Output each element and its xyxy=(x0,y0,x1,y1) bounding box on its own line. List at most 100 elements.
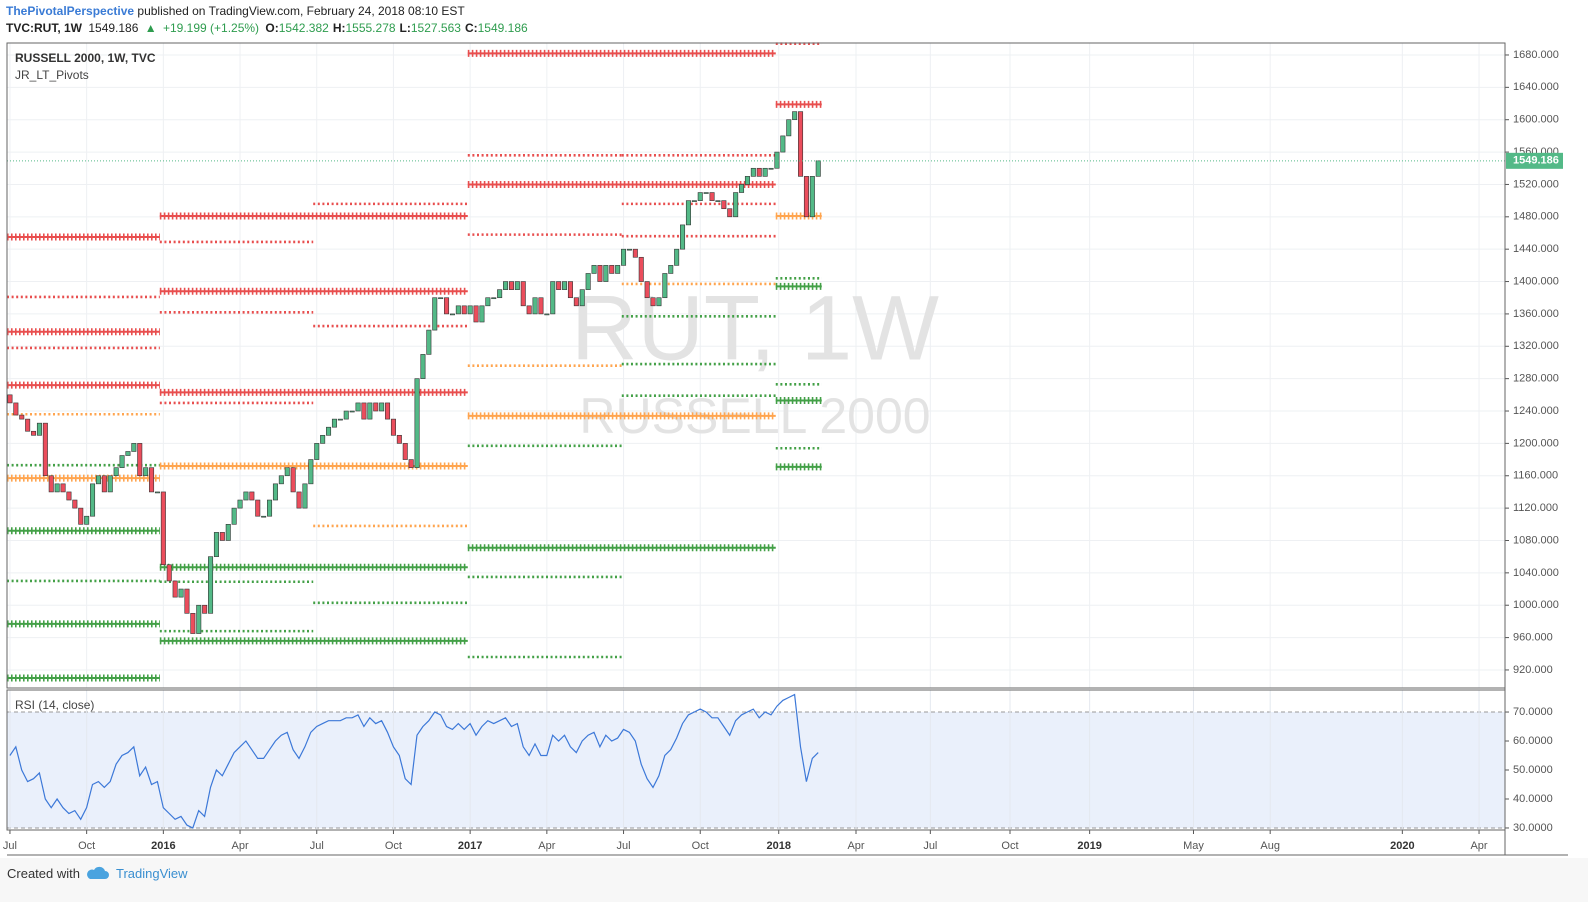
candle xyxy=(668,265,674,274)
candle xyxy=(272,483,278,501)
candle xyxy=(603,265,609,282)
y-tick-label: 1240.000 xyxy=(1513,405,1559,417)
candle xyxy=(727,208,733,218)
candle xyxy=(532,297,538,315)
candle xyxy=(219,532,225,541)
candle xyxy=(780,135,786,153)
candle xyxy=(774,151,780,169)
x-tick-label: Aug xyxy=(1260,840,1280,852)
candle xyxy=(638,256,644,282)
candle xyxy=(367,402,373,420)
candle xyxy=(556,281,562,290)
ohlc-value: 1549.186 xyxy=(477,21,528,35)
candle xyxy=(349,410,355,413)
y-tick-label: 1400.000 xyxy=(1513,275,1559,287)
y-tick-label: 1000.000 xyxy=(1513,599,1559,611)
y-tick-label: 60.0000 xyxy=(1513,735,1553,747)
y-tick-label: 1320.000 xyxy=(1513,340,1559,352)
candle xyxy=(107,475,113,493)
candle xyxy=(95,475,101,485)
header-line: ThePivotalPerspective published on Tradi… xyxy=(6,3,535,20)
candle xyxy=(231,507,237,525)
candle xyxy=(703,192,709,194)
watermark: RUT, 1W xyxy=(571,277,939,379)
candle xyxy=(721,200,727,210)
quote-line: TVC:RUT, 1W 1549.186 ▲ +19.199 (+1.25%) … xyxy=(6,20,535,37)
ohlc-label: L: xyxy=(399,21,411,35)
candle xyxy=(597,265,603,282)
y-tick-label: 1520.000 xyxy=(1513,178,1559,190)
candle xyxy=(396,434,402,444)
candle xyxy=(331,418,337,428)
y-tick-label: 920.000 xyxy=(1513,664,1553,676)
candle xyxy=(491,297,497,300)
candle xyxy=(385,402,391,420)
candle xyxy=(101,475,107,493)
candle xyxy=(438,297,444,300)
candle xyxy=(84,515,90,525)
candle xyxy=(390,418,396,436)
candle xyxy=(739,184,745,193)
x-tick-label: Jul xyxy=(310,840,324,852)
candle xyxy=(473,305,479,323)
candle xyxy=(744,176,750,185)
candle xyxy=(267,499,273,517)
ohlc-label: H: xyxy=(332,21,346,35)
candle xyxy=(526,305,532,315)
candle xyxy=(792,111,798,121)
candle xyxy=(196,604,202,634)
candle xyxy=(762,167,768,177)
logo[interactable] xyxy=(86,865,110,881)
last-price: 1549.186 xyxy=(88,21,139,35)
candle xyxy=(485,297,491,307)
candle xyxy=(208,556,214,614)
ohlc-label: C: xyxy=(464,21,478,35)
candle xyxy=(249,491,255,501)
y-tick-label: 70.0000 xyxy=(1513,706,1553,718)
brand[interactable]: TradingView xyxy=(116,866,188,881)
candle xyxy=(36,422,42,436)
candle xyxy=(184,588,190,614)
candle xyxy=(178,588,184,598)
candle xyxy=(615,265,621,274)
candle xyxy=(432,297,438,331)
candle xyxy=(656,297,662,307)
candle xyxy=(768,167,774,170)
candle xyxy=(426,329,432,355)
x-tick-label: Oct xyxy=(385,840,402,852)
candle xyxy=(508,281,514,290)
candle xyxy=(19,414,25,420)
candle xyxy=(308,459,314,485)
chart: Jul Oct 2016 Apr Jul Oct 2017 Apr Jul Oct 2018 Apr J… xyxy=(3,42,1568,856)
candle xyxy=(550,281,556,315)
x-tick-label: Apr xyxy=(231,840,248,852)
candle xyxy=(685,200,691,226)
x-tick-label: Jul xyxy=(923,840,937,852)
ohlc-value: 1527.563 xyxy=(410,21,461,35)
candle xyxy=(455,305,461,315)
candle xyxy=(650,297,656,307)
candle xyxy=(609,265,615,274)
header: ThePivotalPerspective published on Tradi… xyxy=(6,3,535,37)
y-tick-label: 40.0000 xyxy=(1513,793,1553,805)
rsi-title: RSI (14, close) xyxy=(15,698,94,712)
candle xyxy=(7,394,13,404)
x-tick-label: Apr xyxy=(1470,840,1487,852)
y-tick-label: 1200.000 xyxy=(1513,437,1559,449)
candle xyxy=(591,265,597,274)
candle xyxy=(408,459,414,468)
candle xyxy=(379,402,385,412)
y-tick-label: 30.0000 xyxy=(1513,822,1553,834)
last-price-tag xyxy=(1506,152,1563,169)
x-tick-label: Jul xyxy=(617,840,631,852)
indicator-name: JR_LT_Pivots xyxy=(15,68,89,82)
y-tick-label: 1280.000 xyxy=(1513,373,1559,385)
candle xyxy=(60,483,66,493)
candle xyxy=(503,281,509,290)
candle xyxy=(125,451,131,456)
candle xyxy=(278,475,284,485)
candle xyxy=(573,297,579,307)
author[interactable]: ThePivotalPerspective xyxy=(6,4,135,18)
candle xyxy=(337,418,343,421)
